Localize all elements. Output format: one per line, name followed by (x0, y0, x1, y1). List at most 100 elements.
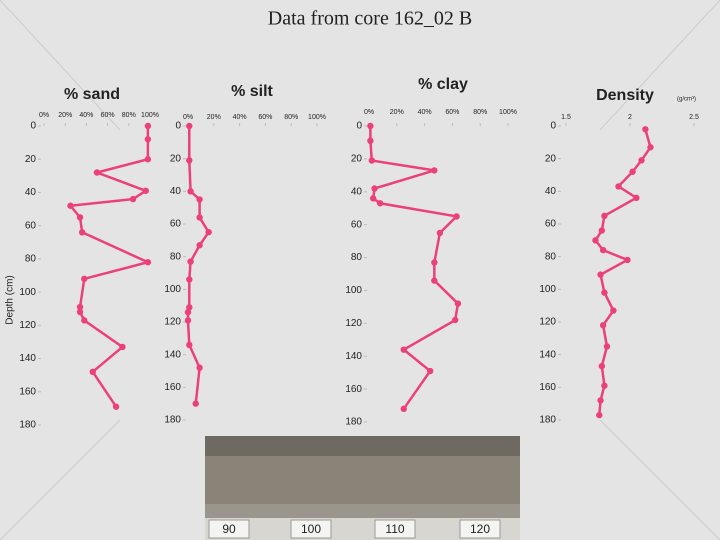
y-tick-label: 40 (545, 186, 557, 197)
profile-line (369, 126, 460, 410)
profile-point (81, 275, 88, 283)
x-tick-label: 80% (284, 114, 298, 121)
core-label: 100 (301, 522, 321, 536)
y-tick-label: 40 (25, 187, 37, 198)
y-tick-label: 160 (539, 382, 556, 393)
y-tick-label: 100 (164, 284, 181, 295)
x-tick-label: 20% (207, 114, 221, 121)
slide-title: Data from core 162_02 B (268, 8, 472, 30)
y-tick-label: 20 (25, 154, 37, 165)
core-band (205, 504, 520, 518)
profile-point (597, 271, 604, 278)
profile-point (196, 364, 203, 371)
x-tick-label: 60% (101, 112, 115, 119)
profile-point (196, 242, 203, 249)
y-tick-label: 60 (170, 219, 182, 230)
profile-point (187, 188, 194, 195)
y-tick-label: 100 (19, 287, 36, 298)
core-ruler (205, 518, 520, 540)
profile-point (369, 195, 377, 202)
y-tick-label: 80 (545, 251, 557, 262)
y-tick-label: 120 (539, 317, 556, 328)
y-tick-label: 100 (345, 285, 362, 296)
profile-line (186, 126, 211, 404)
core-label: 120 (470, 522, 490, 536)
y-tick-label: 140 (19, 353, 36, 364)
profile-point (633, 194, 640, 202)
x-tick-label: 80% (473, 109, 487, 116)
profile-point (186, 157, 193, 164)
chart: % silt 0% 20% 40% 60% 80% 100% 0 20 40 60 80 100 120 1… (164, 83, 326, 425)
profile-point (376, 200, 384, 207)
x-tick-label: 0% (364, 109, 374, 116)
profile-point (186, 276, 193, 283)
x-tick-label: 20% (390, 109, 404, 116)
profile-point (144, 156, 152, 163)
profile-point (112, 403, 120, 410)
profile-point (638, 157, 645, 164)
y-tick-label: 40 (170, 186, 182, 197)
core-label-box (208, 519, 250, 539)
profile-point (186, 304, 193, 311)
profile-point (599, 246, 607, 254)
profile-point (367, 137, 374, 144)
profile-point (451, 316, 459, 324)
y-tick-label: 0 (175, 121, 181, 132)
profile-point (436, 229, 444, 237)
profile-point (400, 346, 407, 353)
profile-point (592, 237, 599, 244)
core-photo (205, 436, 520, 540)
profile-point (596, 411, 603, 419)
x-tick-label: 40% (233, 114, 247, 121)
profile-point (192, 400, 199, 407)
y-tick-label: 180 (539, 415, 556, 426)
y-tick-label: 120 (19, 320, 36, 331)
x-tick-label: 0% (39, 112, 49, 119)
x-tick-label: 60% (258, 114, 272, 121)
y-tick-label: 20 (545, 153, 557, 164)
profile-point (453, 213, 460, 220)
profile-point (367, 122, 374, 130)
y-tick-label: 0 (30, 121, 36, 132)
core-band (205, 436, 520, 456)
profile-point (186, 122, 193, 130)
chart: Density (g/cm³) 1.5 2 2.5 0 20 40 60 80 100 120 140 1… (539, 87, 699, 425)
y-tick-label: 20 (170, 153, 182, 164)
profile-point (93, 169, 101, 176)
y-tick-label: 180 (164, 415, 181, 426)
profile-point (371, 185, 378, 192)
profile-point (144, 122, 152, 130)
y-tick-label: 80 (170, 251, 182, 262)
profile-point (76, 308, 84, 316)
profile-point (598, 227, 606, 234)
x-tick-label: 60% (445, 109, 459, 116)
profile-point (598, 362, 606, 370)
core-label-box (374, 519, 416, 539)
decor (0, 0, 121, 131)
core-label: 110 (385, 522, 404, 536)
y-tick-label: 100 (539, 284, 556, 295)
y-tick-label: 140 (345, 351, 362, 362)
profile-point (629, 168, 636, 175)
x-tick-label: 100% (308, 114, 326, 121)
x-tick-label: 40% (79, 112, 93, 119)
profile-point (144, 259, 152, 266)
profile-point (431, 259, 438, 266)
y-tick-label: 140 (164, 349, 181, 360)
y-tick-label: 160 (164, 382, 181, 393)
core-label: 90 (222, 522, 236, 536)
y-tick-label: 160 (345, 384, 362, 395)
y-tick-label: 80 (351, 252, 363, 263)
y-tick-label: 60 (545, 219, 557, 230)
y-tick-label: 40 (351, 186, 363, 197)
chart: % sand 0% 20% 40% 60% 80% 100% 0 20 40 60 80 100 120 1… (19, 86, 159, 430)
y-tick-label: 20 (351, 154, 363, 165)
profile-point (431, 277, 438, 284)
profile-point (67, 202, 74, 209)
profile-point (129, 195, 137, 203)
y-tick-label: 120 (164, 317, 181, 328)
profile-point (142, 187, 149, 194)
x-tick-label: 40% (418, 109, 432, 116)
profile-point (89, 368, 96, 376)
